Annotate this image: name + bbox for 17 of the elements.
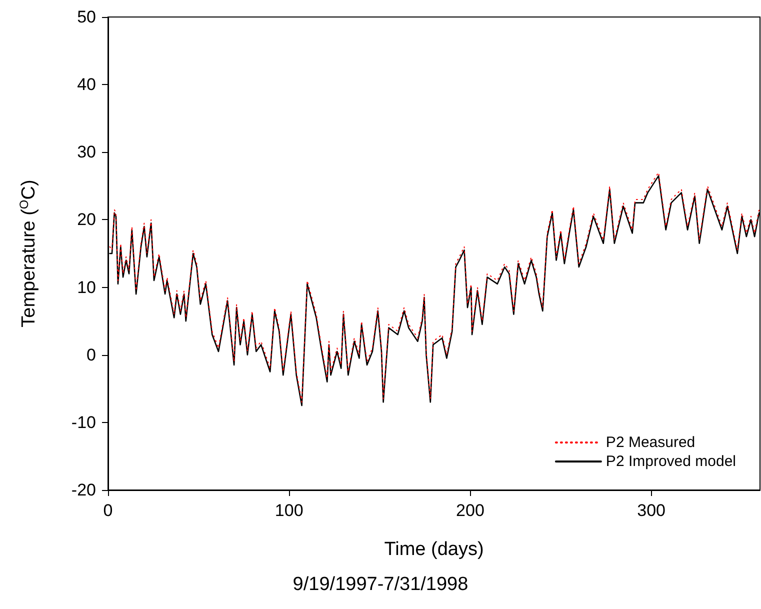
x-tick-label: 100: [274, 501, 304, 520]
y-tick-label: 0: [86, 345, 96, 364]
x-tick-label: 200: [456, 501, 484, 520]
x-tick-label: 0: [103, 501, 113, 520]
y-tick-label: -10: [71, 412, 96, 432]
legend-label: P2 Measured: [606, 434, 696, 451]
y-axis-title: Temperature (OC): [17, 180, 40, 328]
y-tick-label: 30: [77, 142, 96, 162]
y-tick-label: 10: [77, 278, 96, 297]
x-tick-label: 300: [637, 501, 666, 520]
y-tick-label: 50: [77, 8, 96, 26]
y-tick-label: 20: [77, 210, 96, 230]
legend-label: P2 Improved model: [606, 453, 736, 470]
x-axis-title: Time (days): [384, 539, 484, 560]
text: 9/19/1997-7/31/1998: [292, 574, 468, 595]
y-tick-label: -20: [71, 480, 96, 500]
y-tick-label: 40: [77, 75, 96, 94]
